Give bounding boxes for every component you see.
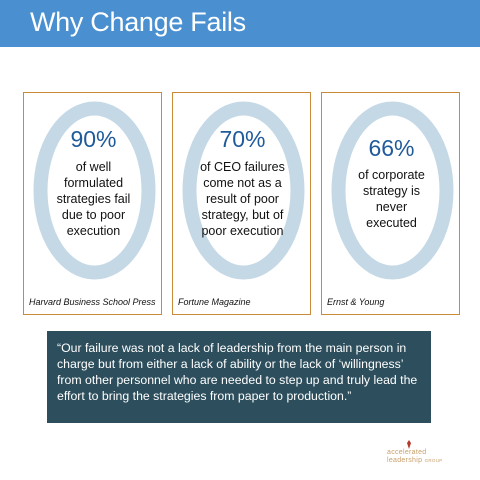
logo-line2: leadership GROUP [387, 457, 443, 464]
description-line: formulated [63, 176, 124, 190]
stat-description: of CEO failures come not as a result of … [173, 159, 312, 239]
description-line: strategies fail [56, 192, 131, 206]
stat-value: 90% [70, 126, 117, 152]
progress-ring [32, 100, 157, 281]
description-line: execution [66, 224, 121, 238]
stat-card-ernst-young: 66% of corporate strategy is never execu… [321, 92, 460, 315]
description-line: of corporate [358, 168, 425, 182]
progress-ring [330, 100, 455, 281]
logo-line1: accelerated [387, 449, 427, 456]
description-line: come not as a [203, 176, 282, 190]
description-line: never [375, 200, 408, 214]
stat-card-harvard: 90% of well formulated strategies fail d… [23, 92, 162, 315]
stat-card-fortune: 70% of CEO failures come not as a result… [172, 92, 311, 315]
company-logo: accelerated leadership GROUP [387, 440, 467, 468]
source-label: Ernst & Young [327, 297, 385, 307]
progress-ring [181, 100, 306, 281]
slide-title: Why Change Fails [30, 7, 246, 37]
description-line: strategy, but of [201, 208, 284, 222]
description-line: of well [75, 160, 112, 174]
quote-text: “Our failure was not a lack of leadershi… [57, 341, 418, 403]
description-line: strategy is [363, 184, 420, 198]
description-line: result of poor [206, 192, 279, 206]
stat-value: 70% [219, 126, 266, 152]
description-line: poor execution [201, 224, 284, 238]
stat-description: of well formulated strategies fail due t… [24, 159, 163, 239]
source-label: Harvard Business School Press [29, 297, 156, 307]
logo-line2-suffix: GROUP [424, 458, 443, 463]
quote-box: “Our failure was not a lack of leadershi… [47, 331, 431, 423]
description-line: of CEO failures [200, 160, 285, 174]
stat-value: 66% [368, 135, 415, 161]
logo-line2-text: leadership [387, 457, 423, 464]
description-line: due to poor [61, 208, 126, 222]
stat-description: of corporate strategy is never executed [322, 167, 461, 231]
description-line: executed [366, 216, 417, 230]
header-bar: Why Change Fails [0, 0, 480, 47]
pen-nib-icon [407, 440, 411, 449]
source-label: Fortune Magazine [178, 297, 251, 307]
